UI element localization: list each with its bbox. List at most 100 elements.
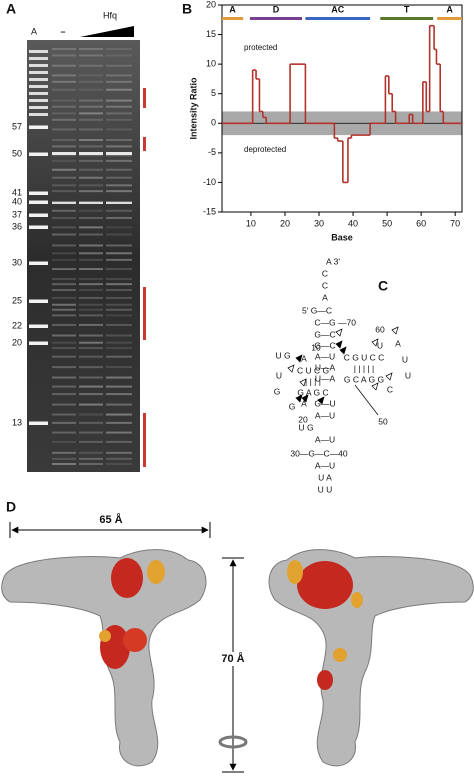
marker-band (29, 92, 48, 95)
gel-band (79, 48, 103, 50)
gel-band (52, 152, 76, 155)
y-tick-label: 0 (211, 118, 216, 128)
cleavage-triangle (371, 338, 379, 347)
gel-band (106, 190, 132, 193)
gel-band (106, 421, 132, 424)
gel-band (79, 289, 103, 292)
lane-label: Hfq (103, 10, 117, 20)
gel-band (52, 413, 76, 416)
gel-band (106, 268, 132, 271)
gel-band (106, 64, 132, 67)
gel-band (52, 334, 76, 337)
gel-band (79, 64, 103, 67)
domain-label: D (273, 4, 280, 14)
base: 30—G—C—40 (290, 448, 347, 458)
marker-band (29, 57, 48, 60)
gel-band (79, 296, 103, 299)
gel-band (79, 226, 103, 229)
base: G—C (314, 329, 335, 339)
gel-band (52, 190, 76, 193)
marker-band (29, 324, 48, 328)
marker-band (29, 341, 48, 345)
gel-band (106, 347, 132, 350)
gel-band (79, 385, 103, 388)
label-bg (90, 513, 132, 525)
gel-band (106, 289, 132, 292)
base: U A (318, 472, 332, 482)
gel-band (52, 74, 76, 77)
gel-band (79, 216, 103, 219)
x-tick-label: 40 (348, 218, 358, 228)
x-axis-label: Base (331, 232, 353, 242)
cleavage-triangle (317, 396, 325, 405)
marker-band (29, 64, 48, 67)
gel-band (106, 462, 132, 465)
base: 5' G—C (302, 305, 332, 315)
gel-band (79, 334, 103, 337)
domain-bar (249, 17, 302, 20)
gel-band (79, 209, 103, 212)
gel-band (52, 296, 76, 299)
gel-band (52, 462, 76, 465)
y-axis-label: Intensity Ratio (188, 77, 198, 140)
annotation: deprotected (244, 145, 286, 154)
chart-panel: B -15 -10 -5 0 5 10 15 20 10 20 30 40 50 60 70 Intensity… (182, 0, 463, 242)
gel-band (52, 216, 76, 219)
marker-band (29, 106, 48, 109)
gel-band (106, 457, 132, 460)
base: G (274, 386, 281, 396)
gel-band (79, 112, 103, 115)
x-tick-label: 10 (246, 218, 256, 228)
size-marker: 30 (12, 257, 22, 267)
size-marker: 57 (12, 121, 22, 131)
gel-band (79, 200, 103, 203)
gel-band (52, 314, 76, 317)
base: —70 (338, 317, 356, 327)
marker-band (29, 200, 48, 204)
gel-band (52, 48, 76, 50)
gel-band (79, 138, 103, 141)
gel-band (106, 226, 132, 229)
marker-band (29, 225, 48, 229)
gel-band (52, 252, 76, 255)
base: G—U (314, 398, 335, 408)
gel-band (106, 152, 132, 155)
cleavage-triangle (339, 346, 347, 355)
lane-label: – (60, 26, 65, 36)
base: A (322, 292, 328, 302)
gel-band (106, 48, 132, 50)
gel-band (79, 154, 103, 157)
gel-band (52, 99, 76, 102)
gel-band (79, 376, 103, 379)
gel-band (52, 303, 76, 306)
gel-band (106, 184, 132, 187)
gel-band (52, 403, 76, 406)
gel-band (52, 283, 76, 286)
gel-band (52, 209, 76, 212)
gel-band (52, 278, 76, 281)
gel-band (106, 308, 132, 311)
gel-band (52, 431, 76, 434)
gel-band (79, 184, 103, 187)
gel-band (106, 323, 132, 326)
gel-band (52, 323, 76, 326)
cleavage-triangle (335, 340, 343, 349)
gel-band (106, 376, 132, 379)
base: A—U (315, 434, 335, 444)
gel-band (106, 431, 132, 434)
y-tick-label: 15 (206, 29, 216, 39)
gel-band (79, 128, 103, 131)
gel-band (52, 289, 76, 292)
gel-band (52, 64, 76, 67)
base: U—A (315, 373, 336, 383)
gel-band (79, 258, 103, 261)
gel-band (79, 421, 103, 424)
gel-band (52, 105, 76, 108)
gel-band (106, 216, 132, 219)
base: U (377, 340, 383, 350)
cleavage-triangle (371, 382, 379, 391)
base: U (405, 370, 411, 380)
marker-band (29, 125, 48, 129)
domain-bar (380, 17, 434, 20)
